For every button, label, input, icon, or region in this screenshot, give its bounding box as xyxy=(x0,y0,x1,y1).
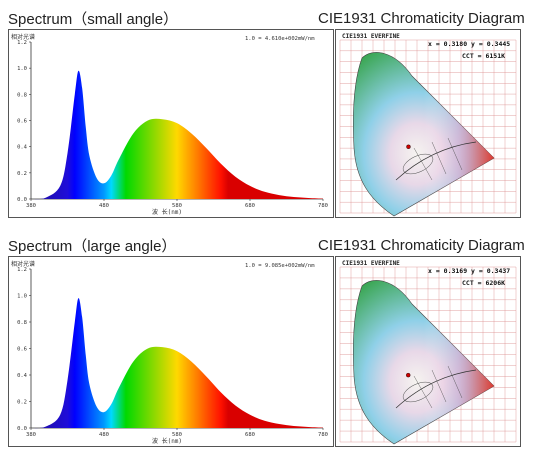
y-tick-label: 0.2 xyxy=(17,400,27,406)
y-axis-label: 相对光谱 xyxy=(11,33,35,41)
y-axis-label: 相对光谱 xyxy=(11,260,35,268)
x-tick-label: 580 xyxy=(172,203,182,209)
cie-title-large-angle: CIE1931 Chromaticity Diagram xyxy=(318,237,525,254)
spectrum-panel-large-angle: 相对光谱 1.0 = 9.085e+002mW/nm 0.0 0.2 0.4 0.6 0.8… xyxy=(8,256,334,447)
chromaticity-coordinates: x = 0.3180 y = 0.3445 xyxy=(428,40,510,48)
x-tick-label: 780 xyxy=(318,432,328,438)
isotemperature-line xyxy=(447,137,463,171)
x-tick-label: 380 xyxy=(26,432,36,438)
normalization-annotation: 1.0 = 4.610e+002mW/nm xyxy=(245,36,315,42)
x-tick-label: 580 xyxy=(172,432,182,438)
spectrum-area xyxy=(31,298,323,429)
chromaticity-coordinates: x = 0.3169 y = 0.3437 xyxy=(428,267,510,275)
chromaticity-point xyxy=(406,144,411,149)
cie-chart-large-angle: CIE1931 EVERFINE x = 0.3169 y = 0.3437 CCT… xyxy=(339,260,517,445)
y-tick-label: 1.2 xyxy=(17,40,27,46)
isotemperature-line xyxy=(431,369,447,403)
y-tick-label: 1.0 xyxy=(17,294,27,300)
y-tick-label: 0.6 xyxy=(17,347,27,353)
y-tick-label: 0.0 xyxy=(17,197,27,203)
y-tick-label: 0.8 xyxy=(17,92,27,98)
cie-gamut-overlay xyxy=(353,52,494,216)
spectrum-chart-large-angle: 相对光谱 1.0 = 9.085e+002mW/nm 0.0 0.2 0.4 0.6 0.8… xyxy=(11,260,328,445)
x-tick-label: 680 xyxy=(245,203,255,209)
macadam-ellipse xyxy=(402,153,434,175)
isotemperature-line xyxy=(413,375,433,409)
x-axis-label: 波 长(nm) xyxy=(152,437,182,445)
y-tick-label: 0.4 xyxy=(17,145,28,151)
x-tick-label: 480 xyxy=(99,432,109,438)
y-tick-label: 0.2 xyxy=(17,171,27,177)
spectrum-title-small-angle: Spectrum（small angle） xyxy=(8,11,179,28)
x-tick-label: 480 xyxy=(99,203,109,209)
y-tick-label: 1.0 xyxy=(17,66,27,72)
cie-header: CIE1931 EVERFINE xyxy=(342,33,400,40)
y-tick-label: 0.0 xyxy=(17,426,27,432)
isotemperature-line xyxy=(413,147,433,181)
y-tick-label: 0.4 xyxy=(17,373,28,379)
spectrum-title-large-angle: Spectrum（large angle） xyxy=(8,238,177,255)
cie-panel-large-angle: CIE1931 EVERFINE x = 0.3169 y = 0.3437 CCT… xyxy=(335,256,521,447)
cie-chart-small-angle: CIE1931 EVERFINE x = 0.3180 y = 0.3445 CCT… xyxy=(339,33,517,217)
y-tick-label: 0.6 xyxy=(17,119,27,125)
y-tick-label: 0.8 xyxy=(17,320,27,326)
cie-gamut-overlay xyxy=(353,280,494,444)
spectrum-panel-small-angle: 相对光谱 1.0 = 4.610e+002mW/nm 0.0 0.2 0.4 0.6 0.8… xyxy=(8,29,334,218)
cie-title-small-angle: CIE1931 Chromaticity Diagram xyxy=(318,10,525,27)
x-tick-label: 680 xyxy=(245,432,255,438)
cct-value: CCT = 6151K xyxy=(462,52,505,60)
y-tick-label: 1.2 xyxy=(17,267,27,273)
chromaticity-point xyxy=(406,372,411,378)
cie-panel-small-angle: CIE1931 EVERFINE x = 0.3180 y = 0.3445 CCT… xyxy=(335,29,521,218)
planckian-locus xyxy=(395,369,477,409)
isotemperature-line xyxy=(431,141,447,175)
x-tick-label: 380 xyxy=(26,203,36,209)
spectrum-chart-small-angle: 相对光谱 1.0 = 4.610e+002mW/nm 0.0 0.2 0.4 0.6 0.8… xyxy=(11,33,328,216)
normalization-annotation: 1.0 = 9.085e+002mW/nm xyxy=(245,263,315,269)
cie-header: CIE1931 EVERFINE xyxy=(342,260,400,267)
x-tick-label: 780 xyxy=(318,203,328,209)
macadam-ellipse xyxy=(402,381,434,403)
cct-value: CCT = 6206K xyxy=(462,279,505,287)
x-axis-label: 波 长(nm) xyxy=(152,208,182,216)
planckian-locus xyxy=(395,141,477,181)
spectrum-area xyxy=(31,70,323,200)
isotemperature-line xyxy=(447,365,463,399)
